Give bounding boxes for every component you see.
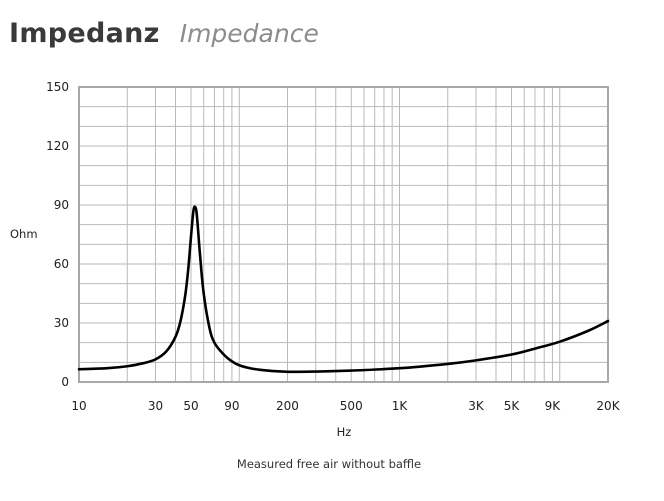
x-tick-labels: 10 30 50 90 200 500 1K 3K 5K 9K 20K <box>71 399 620 413</box>
x-tick-label: 500 <box>340 399 363 413</box>
x-tick-label: 20K <box>596 399 620 413</box>
major-grid <box>79 106 608 363</box>
x-axis-label: Hz <box>337 425 352 439</box>
x-tick-label: 5K <box>504 399 521 413</box>
chart-caption: Measured free air without baffle <box>237 457 421 471</box>
impedance-curve <box>77 205 610 374</box>
y-tick-label: 120 <box>46 139 69 153</box>
y-tick-label: 150 <box>46 80 69 94</box>
x-tick-label: 10 <box>71 399 86 413</box>
x-tick-label: 90 <box>224 399 239 413</box>
y-axis-label: Ohm <box>10 227 38 241</box>
chart-title: Impedanz <box>9 18 160 49</box>
x-tick-label: 30 <box>148 399 163 413</box>
y-tick-labels: 0 30 60 90 120 150 <box>46 80 69 389</box>
y-tick-label: 0 <box>61 375 69 389</box>
plot-frame <box>78 86 609 383</box>
minor-grid <box>126 87 561 382</box>
chart-title-block: Impedanz Impedance <box>9 18 319 49</box>
x-tick-label: 9K <box>545 399 562 413</box>
x-tick-label: 50 <box>183 399 198 413</box>
y-tick-label: 60 <box>54 257 69 271</box>
x-tick-label: 200 <box>276 399 299 413</box>
x-tick-label: 1K <box>392 399 409 413</box>
y-tick-label: 90 <box>54 198 69 212</box>
chart-subtitle: Impedance <box>179 19 319 48</box>
x-tick-label: 3K <box>468 399 485 413</box>
y-tick-label: 30 <box>54 316 69 330</box>
